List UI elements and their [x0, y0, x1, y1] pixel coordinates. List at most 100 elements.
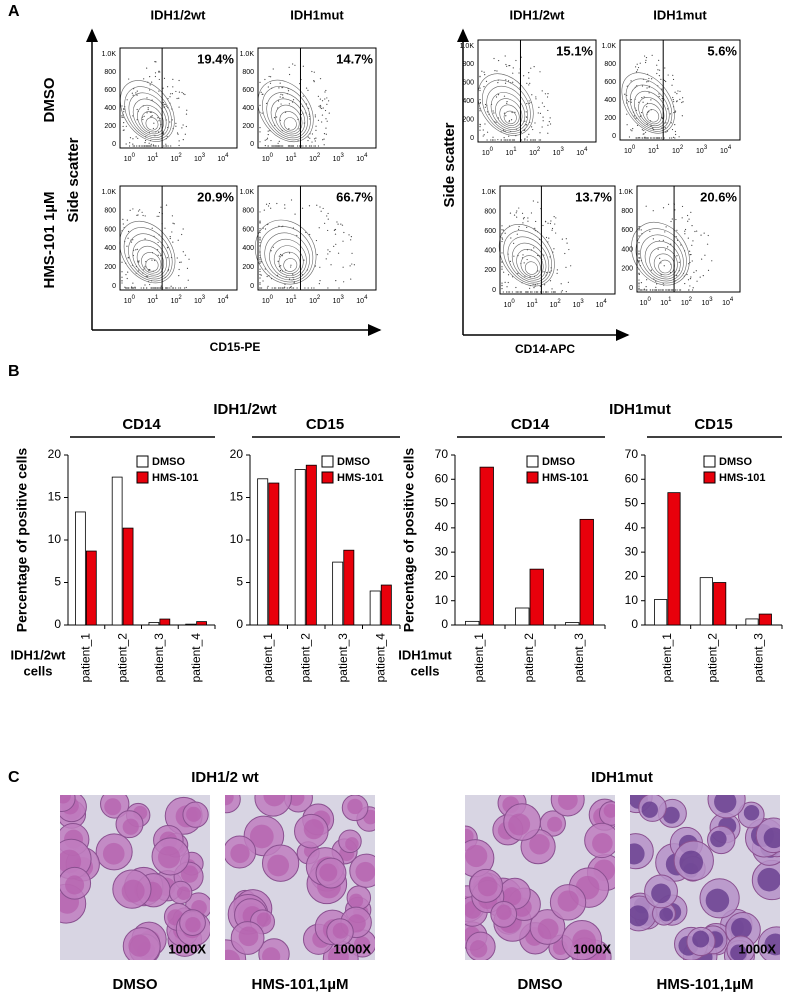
x-tick-label: 103	[194, 153, 206, 163]
event-dot	[136, 214, 138, 216]
event-dot	[481, 70, 483, 72]
event-dot	[483, 86, 485, 88]
event-dot	[509, 139, 511, 141]
event-dot	[155, 287, 157, 289]
event-dot	[325, 258, 327, 260]
tick-base: 10	[356, 298, 364, 305]
tick-exponent: 2	[557, 299, 561, 305]
event-dot	[126, 277, 128, 280]
event-dot	[669, 137, 671, 139]
event-dot	[144, 238, 146, 240]
event-dot	[184, 133, 186, 135]
event-dot	[321, 100, 324, 102]
event-dot	[518, 72, 520, 74]
micrograph	[630, 795, 780, 960]
event-dot	[535, 96, 537, 98]
contour	[511, 242, 547, 281]
event-dot	[504, 55, 506, 57]
tick-exponent: 3	[202, 153, 206, 159]
contour	[503, 230, 552, 285]
event-dot	[676, 289, 678, 291]
nucleus	[557, 795, 578, 810]
event-dot	[145, 145, 147, 147]
event-dot	[628, 136, 631, 138]
legend-swatch	[526, 471, 539, 484]
event-dot	[554, 223, 556, 225]
event-dot	[158, 211, 161, 214]
y-tick-label: 800	[484, 208, 496, 215]
event-dot	[671, 218, 673, 220]
event-dot	[323, 138, 325, 140]
event-dot	[638, 260, 640, 262]
event-dot	[134, 286, 136, 288]
y-tick-label: 0	[629, 285, 633, 292]
micrograph	[465, 795, 615, 960]
event-dot	[319, 206, 321, 208]
y-axis-label: Percentage of positive cells	[14, 448, 30, 633]
event-dot	[296, 287, 298, 289]
tick-exponent: 2	[178, 153, 182, 159]
contour	[635, 228, 687, 284]
event-dot	[648, 92, 650, 94]
event-dot	[166, 135, 168, 138]
event-dot	[124, 286, 126, 288]
contour	[141, 111, 162, 133]
tick-exponent: 3	[340, 295, 344, 301]
nucleus	[347, 798, 363, 815]
y-tick-label: 0	[112, 141, 116, 148]
nucleus	[705, 888, 730, 913]
event-dot	[281, 255, 283, 257]
event-dot	[648, 77, 650, 80]
event-dot	[154, 72, 157, 74]
nucleus	[122, 818, 139, 835]
event-dot	[512, 67, 514, 69]
event-dot	[175, 125, 177, 127]
event-dot	[525, 291, 527, 293]
event-dot	[639, 115, 641, 118]
event-dot	[641, 137, 643, 139]
tick-exponent: 3	[704, 145, 708, 151]
event-dot	[537, 112, 539, 114]
event-dot	[180, 261, 182, 263]
tick-base: 10	[262, 298, 270, 305]
event-dot	[153, 122, 155, 124]
event-dot	[493, 112, 495, 114]
event-dot	[290, 264, 292, 266]
event-dot	[186, 267, 189, 269]
y-tick-label: 0	[250, 141, 254, 148]
legend-label: HMS-101	[542, 472, 588, 484]
event-dot	[673, 101, 675, 103]
event-dot	[635, 109, 637, 111]
event-dot	[144, 139, 147, 142]
event-dot	[521, 212, 524, 214]
event-dot	[151, 115, 153, 117]
event-dot	[292, 145, 294, 147]
event-dot	[284, 207, 286, 209]
event-dot	[669, 289, 671, 291]
event-dot	[665, 226, 667, 228]
event-dot	[136, 145, 138, 147]
x-tick-label: 100	[482, 147, 494, 157]
event-dot	[551, 229, 553, 231]
event-dot	[259, 282, 261, 284]
gate-percent: 19.4%	[197, 51, 234, 66]
row-label: cells	[411, 663, 440, 678]
tick-exponent: 3	[340, 153, 344, 159]
event-dot	[512, 81, 514, 83]
tick-base: 10	[356, 156, 364, 163]
event-dot	[486, 139, 488, 141]
event-dot	[270, 207, 272, 209]
tick-base: 10	[720, 148, 728, 155]
event-dot	[132, 208, 134, 210]
event-dot	[659, 257, 661, 259]
event-dot	[178, 97, 180, 99]
contour	[124, 86, 172, 140]
event-dot	[305, 145, 307, 147]
event-dot	[143, 115, 145, 117]
event-dot	[288, 73, 291, 76]
contour	[264, 232, 310, 281]
tick-exponent: 1	[293, 153, 297, 159]
contour	[145, 117, 159, 131]
tick-base: 10	[217, 298, 225, 305]
event-dot	[259, 211, 261, 213]
